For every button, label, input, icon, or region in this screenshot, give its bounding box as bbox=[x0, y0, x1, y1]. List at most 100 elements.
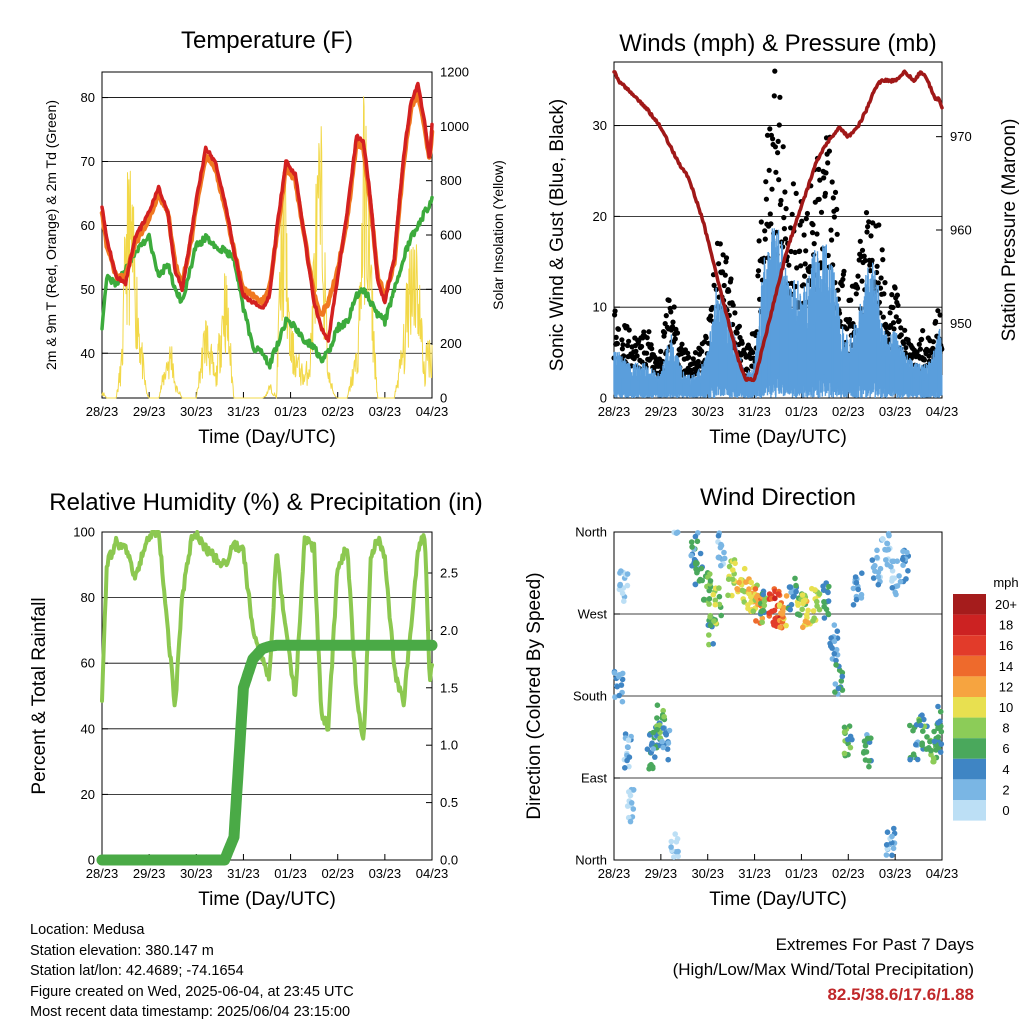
gust-point bbox=[766, 167, 772, 173]
gust-point bbox=[809, 230, 816, 236]
direction-point bbox=[673, 839, 680, 845]
x-tick-label: 28/23 bbox=[598, 866, 631, 881]
gust-point bbox=[829, 237, 835, 243]
direction-point bbox=[625, 737, 632, 743]
direction-point bbox=[919, 712, 925, 718]
gust-point bbox=[615, 326, 622, 332]
direction-point bbox=[624, 571, 631, 577]
gust-point bbox=[919, 336, 925, 342]
gust-point bbox=[869, 257, 875, 263]
gust-point bbox=[821, 175, 827, 181]
legend-swatch bbox=[953, 758, 986, 780]
direction-point bbox=[800, 624, 806, 631]
direction-point bbox=[928, 747, 934, 754]
x-tick-label: 31/23 bbox=[738, 866, 771, 881]
direction-point bbox=[674, 529, 681, 536]
gust-point bbox=[686, 354, 692, 360]
rh-line bbox=[100, 530, 434, 741]
direction-point bbox=[706, 596, 713, 602]
direction-point bbox=[748, 599, 754, 605]
direction-point bbox=[660, 744, 666, 751]
extremes-title: Extremes For Past 7 Days bbox=[775, 935, 974, 954]
direction-point bbox=[825, 589, 831, 596]
direction-point bbox=[831, 622, 838, 628]
direction-point bbox=[652, 754, 658, 760]
direction-point bbox=[838, 678, 845, 684]
gust-point bbox=[814, 231, 820, 237]
gust-point bbox=[672, 336, 678, 342]
direction-point bbox=[879, 536, 886, 542]
y-tick-label: 60 bbox=[81, 218, 95, 233]
gust-point bbox=[649, 346, 655, 352]
direction-point bbox=[671, 854, 677, 860]
direction-point bbox=[855, 586, 861, 593]
gust-point bbox=[898, 332, 904, 338]
direction-point bbox=[850, 602, 857, 608]
direction-point bbox=[660, 707, 666, 714]
gust-point bbox=[699, 348, 705, 354]
y2-tick-label: 970 bbox=[950, 129, 972, 144]
direction-point bbox=[841, 729, 848, 735]
gust-point bbox=[830, 195, 836, 201]
gust-point bbox=[847, 316, 853, 323]
y-tick-label: 0 bbox=[600, 391, 607, 406]
direction-point bbox=[716, 593, 723, 600]
direction-point bbox=[900, 562, 906, 568]
direction-point bbox=[899, 556, 906, 563]
gust-point bbox=[878, 275, 884, 281]
gust-point bbox=[666, 297, 672, 303]
direction-point bbox=[841, 724, 848, 731]
direction-point bbox=[716, 585, 722, 591]
elevation-text: Station elevation: 380.147 m bbox=[30, 942, 214, 959]
gust-point bbox=[750, 349, 756, 355]
gust-point bbox=[619, 337, 625, 343]
gust-point bbox=[633, 348, 639, 354]
direction-point bbox=[741, 565, 748, 572]
direction-point bbox=[866, 763, 872, 770]
gust-point bbox=[711, 282, 717, 288]
direction-point bbox=[665, 756, 671, 763]
gust-point bbox=[778, 197, 784, 204]
legend-label: 18 bbox=[999, 618, 1013, 633]
gust-point bbox=[721, 282, 727, 289]
temperature-title: Temperature (F) bbox=[181, 27, 353, 54]
gust-point bbox=[861, 253, 867, 259]
y2-tick-label: 0.0 bbox=[440, 853, 458, 868]
gust-point bbox=[823, 170, 829, 176]
location-text: Location: Medusa bbox=[30, 922, 145, 938]
direction-point bbox=[883, 557, 889, 563]
x-tick-label: 28/23 bbox=[86, 866, 119, 881]
direction-point bbox=[835, 685, 842, 692]
direction-point bbox=[834, 628, 841, 634]
x-tick-label: 01/23 bbox=[785, 866, 818, 881]
extremes-box: Extremes For Past 7 Days (High/Low/Max W… bbox=[673, 932, 974, 1007]
gust-point bbox=[775, 138, 781, 144]
gust-point bbox=[758, 219, 764, 225]
gust-point bbox=[859, 247, 866, 253]
y-tick-label: 10 bbox=[593, 300, 607, 315]
gust-point bbox=[612, 308, 618, 314]
direction-point bbox=[706, 632, 712, 638]
y-tick-label: North bbox=[575, 525, 607, 540]
gust-point bbox=[840, 276, 846, 282]
direction-point bbox=[931, 738, 938, 745]
gust-point bbox=[644, 335, 650, 341]
y-tick-label: West bbox=[578, 607, 608, 622]
direction-point bbox=[650, 746, 657, 752]
x-tick-label: 30/23 bbox=[691, 404, 724, 419]
direction-point bbox=[916, 718, 923, 724]
direction-point bbox=[913, 741, 919, 748]
direction-point bbox=[820, 587, 827, 593]
direction-point bbox=[706, 601, 712, 607]
direction-point bbox=[755, 592, 761, 599]
gust-point bbox=[730, 302, 736, 308]
gust-point bbox=[728, 276, 734, 282]
direction-point bbox=[748, 594, 754, 600]
direction-point bbox=[730, 567, 736, 573]
direction-point bbox=[937, 749, 944, 755]
gust-point bbox=[803, 216, 809, 222]
gust-point bbox=[867, 268, 874, 274]
direction-point bbox=[787, 606, 793, 613]
legend-swatch bbox=[953, 594, 986, 615]
x-tick-label: 03/23 bbox=[879, 404, 912, 419]
